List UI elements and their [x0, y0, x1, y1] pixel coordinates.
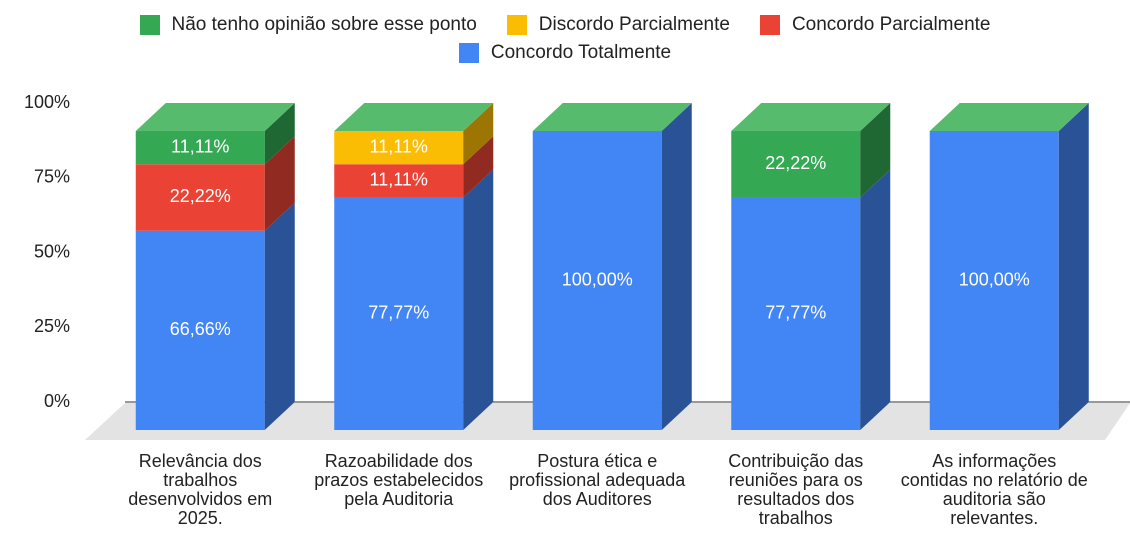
y-tick-label: 100%	[24, 92, 70, 112]
x-tick-label: Razoabilidade dos prazos estabelecidos p…	[314, 451, 484, 509]
bar-side	[463, 103, 494, 165]
bar-segment	[731, 197, 861, 430]
bar-segment	[334, 131, 464, 165]
bar-segment	[532, 131, 662, 430]
bar-side	[661, 103, 692, 430]
bar-segment	[731, 131, 861, 198]
legend-swatch	[139, 15, 160, 35]
bar-segment	[135, 164, 265, 231]
x-tick-label: As informações contidas no relatório de …	[900, 451, 1088, 528]
bar-top	[334, 103, 494, 132]
bar-side	[463, 169, 494, 430]
bar-segment	[929, 131, 1059, 430]
data-label: 77,77%	[765, 302, 826, 322]
legend-item: Não tenho opinião sobre esse ponto	[139, 14, 477, 36]
bar-segment	[135, 131, 265, 165]
data-label: 22,22%	[170, 186, 231, 206]
data-label: 11,11%	[370, 170, 428, 190]
bar-top	[532, 103, 692, 131]
legend-item: Discordo Parcialmente	[506, 14, 730, 36]
x-tick-label: Contribuição das reuniões para os result…	[728, 451, 864, 528]
bar-side	[860, 169, 891, 430]
data-label: 77,77%	[368, 302, 429, 322]
bar-top	[929, 103, 1089, 131]
bar-side	[860, 103, 891, 198]
bar-side	[264, 136, 295, 231]
bar-segment	[135, 230, 265, 430]
data-label: 11,11%	[370, 136, 428, 156]
legend-swatch	[458, 43, 479, 63]
data-label: 100,00%	[562, 269, 633, 289]
legend-item: Concordo Totalmente	[458, 42, 672, 64]
bar-side	[1058, 103, 1089, 430]
legend-swatch	[759, 15, 780, 35]
legend-label: Não tenho opinião sobre esse ponto	[171, 14, 477, 35]
y-tick-label: 75%	[34, 167, 70, 187]
data-label: 11,11%	[171, 136, 229, 156]
legend-label: Discordo Parcialmente	[538, 14, 730, 35]
data-label: 66,66%	[170, 319, 231, 339]
bar-top	[135, 103, 295, 132]
x-tick-label: Postura ética e profissional adequada do…	[509, 451, 686, 509]
y-tick-label: 0%	[44, 391, 70, 411]
bar-side	[264, 202, 295, 430]
legend-item: Concordo Parcialmente	[759, 14, 991, 36]
x-tick-label: Relevância dos trabalhos desenvolvidos e…	[128, 451, 273, 528]
data-label: 22,22%	[765, 153, 826, 173]
legend-label: Concordo Totalmente	[490, 42, 672, 63]
legend-swatch	[506, 15, 527, 35]
legend: Não tenho opinião sobre esse ponto Discor…	[25, 14, 1105, 64]
y-tick-label: 25%	[34, 316, 70, 336]
bar-segment	[334, 164, 464, 198]
y-tick-label: 50%	[34, 241, 70, 261]
bar-side	[264, 103, 295, 165]
data-label: 100,00%	[959, 269, 1030, 289]
bar-segment	[334, 197, 464, 430]
bar-top	[731, 103, 891, 132]
legend-label: Concordo Parcialmente	[791, 14, 991, 35]
bar-side	[463, 136, 494, 198]
